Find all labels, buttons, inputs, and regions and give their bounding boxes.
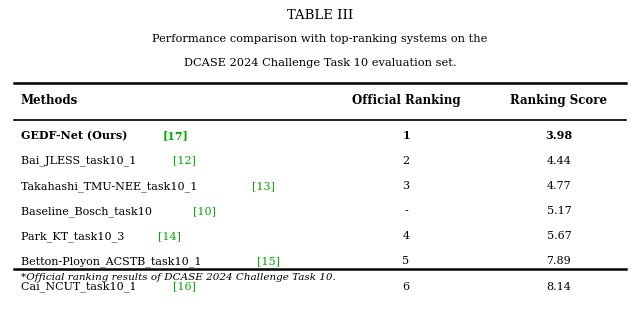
Text: Baseline_Bosch_task10: Baseline_Bosch_task10 [20, 206, 155, 217]
Text: [13]: [13] [252, 181, 275, 191]
Text: 3: 3 [403, 181, 410, 191]
Text: 2: 2 [403, 156, 410, 166]
Text: 8.14: 8.14 [547, 281, 572, 292]
Text: 5: 5 [403, 256, 410, 266]
Text: [14]: [14] [158, 231, 181, 241]
Text: Park_KT_task10_3: Park_KT_task10_3 [20, 231, 127, 242]
Text: 6: 6 [403, 281, 410, 292]
Text: Takahashi_TMU-NEE_task10_1: Takahashi_TMU-NEE_task10_1 [20, 181, 200, 192]
Text: 3.98: 3.98 [545, 131, 573, 141]
Text: GEDF-Net (Ours): GEDF-Net (Ours) [20, 131, 131, 141]
Text: TABLE III: TABLE III [287, 9, 353, 22]
Text: Official Ranking: Official Ranking [352, 94, 460, 107]
Text: 4.77: 4.77 [547, 181, 572, 191]
Text: [17]: [17] [162, 131, 188, 141]
Text: [15]: [15] [257, 256, 280, 266]
Text: Betton-Ployon_ACSTB_task10_1: Betton-Ployon_ACSTB_task10_1 [20, 256, 205, 267]
Text: -: - [404, 206, 408, 216]
Text: [16]: [16] [173, 281, 196, 292]
Text: 5.67: 5.67 [547, 231, 572, 241]
Text: 4.44: 4.44 [547, 156, 572, 166]
Text: [10]: [10] [193, 206, 216, 216]
Text: Methods: Methods [20, 94, 77, 107]
Text: [12]: [12] [173, 156, 196, 166]
Text: Performance comparison with top-ranking systems on the: Performance comparison with top-ranking … [152, 34, 488, 44]
Text: 4: 4 [403, 231, 410, 241]
Text: 1: 1 [402, 131, 410, 141]
Text: Cai_NCUT_task10_1: Cai_NCUT_task10_1 [20, 281, 140, 292]
Text: 7.89: 7.89 [547, 256, 572, 266]
Text: Bai_JLESS_task10_1: Bai_JLESS_task10_1 [20, 156, 140, 166]
Text: *Official ranking results of DCASE 2024 Challenge Task 10.: *Official ranking results of DCASE 2024 … [20, 273, 335, 282]
Text: DCASE 2024 Challenge Task 10 evaluation set.: DCASE 2024 Challenge Task 10 evaluation … [184, 58, 456, 68]
Text: Ranking Score: Ranking Score [510, 94, 607, 107]
Text: 5.17: 5.17 [547, 206, 572, 216]
